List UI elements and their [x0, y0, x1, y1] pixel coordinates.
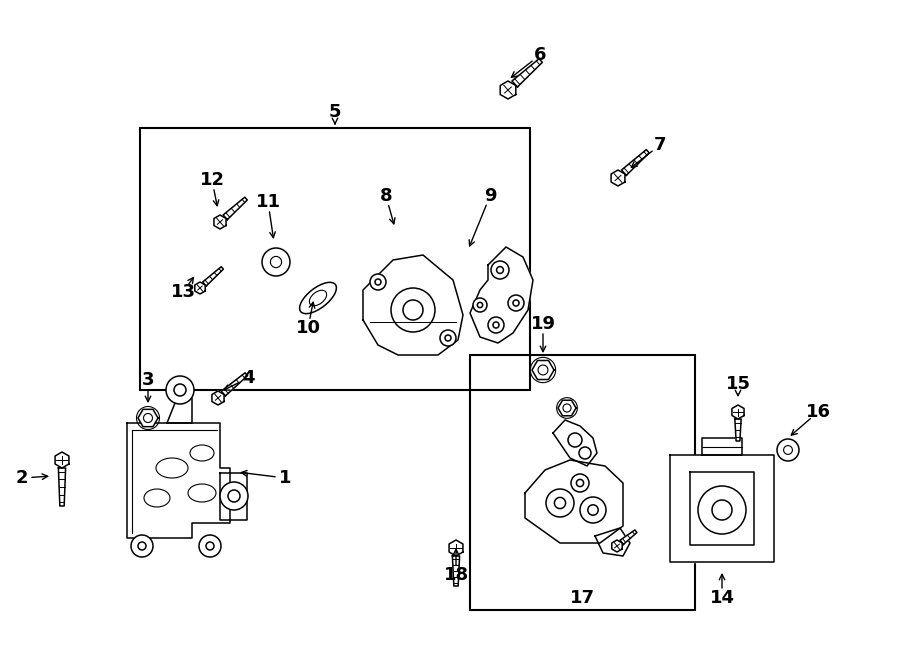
Text: 11: 11 — [256, 193, 281, 211]
Circle shape — [546, 489, 574, 517]
Text: 19: 19 — [530, 315, 555, 333]
Text: 5: 5 — [328, 103, 341, 121]
Polygon shape — [449, 540, 463, 556]
Text: 2: 2 — [16, 469, 28, 487]
Circle shape — [712, 500, 732, 520]
Polygon shape — [194, 282, 205, 294]
Circle shape — [488, 317, 504, 333]
Text: 7: 7 — [653, 136, 666, 154]
Circle shape — [491, 261, 509, 279]
Polygon shape — [470, 247, 533, 343]
Circle shape — [220, 482, 248, 510]
Circle shape — [698, 486, 746, 534]
Polygon shape — [221, 373, 248, 396]
Text: 16: 16 — [806, 403, 831, 421]
Text: 14: 14 — [709, 589, 734, 607]
Circle shape — [138, 542, 146, 550]
Text: 10: 10 — [295, 319, 320, 337]
Polygon shape — [553, 420, 597, 466]
Text: 15: 15 — [725, 375, 751, 393]
Text: 9: 9 — [484, 187, 496, 205]
Polygon shape — [202, 267, 223, 286]
Circle shape — [391, 288, 435, 332]
Circle shape — [568, 433, 582, 447]
Circle shape — [576, 479, 583, 487]
Polygon shape — [167, 398, 192, 423]
Circle shape — [513, 300, 519, 306]
Polygon shape — [512, 59, 543, 87]
Polygon shape — [58, 468, 66, 506]
Polygon shape — [622, 150, 649, 175]
Text: 12: 12 — [200, 171, 224, 189]
Polygon shape — [220, 473, 247, 520]
Circle shape — [174, 384, 186, 396]
Circle shape — [579, 447, 591, 459]
Circle shape — [477, 303, 482, 308]
Polygon shape — [670, 455, 774, 562]
Bar — [140, 128, 530, 390]
Polygon shape — [500, 81, 516, 99]
Circle shape — [440, 330, 456, 346]
Text: 3: 3 — [142, 371, 154, 389]
Polygon shape — [223, 197, 248, 220]
Polygon shape — [453, 556, 460, 586]
Polygon shape — [620, 530, 637, 544]
Polygon shape — [611, 170, 625, 186]
Text: 13: 13 — [170, 283, 195, 301]
Circle shape — [580, 497, 606, 523]
Polygon shape — [690, 472, 754, 545]
Polygon shape — [558, 401, 576, 416]
Circle shape — [473, 298, 487, 312]
Polygon shape — [55, 452, 69, 468]
Polygon shape — [525, 460, 623, 543]
Polygon shape — [214, 215, 226, 229]
Circle shape — [199, 535, 221, 557]
Text: 18: 18 — [444, 566, 469, 584]
Text: 6: 6 — [534, 46, 546, 64]
Circle shape — [370, 274, 386, 290]
Polygon shape — [127, 423, 230, 538]
Polygon shape — [532, 361, 554, 379]
Polygon shape — [212, 391, 224, 405]
Circle shape — [131, 535, 153, 557]
Bar — [470, 355, 695, 610]
Polygon shape — [595, 528, 630, 556]
Text: 17: 17 — [570, 589, 595, 607]
Polygon shape — [732, 405, 744, 419]
Polygon shape — [612, 540, 622, 552]
Circle shape — [228, 490, 240, 502]
Circle shape — [403, 300, 423, 320]
Circle shape — [571, 474, 589, 492]
Circle shape — [588, 505, 598, 515]
Text: 1: 1 — [279, 469, 292, 487]
Polygon shape — [734, 419, 742, 441]
Circle shape — [493, 322, 499, 328]
Circle shape — [206, 542, 214, 550]
Polygon shape — [138, 409, 158, 427]
Circle shape — [166, 376, 194, 404]
Polygon shape — [702, 438, 742, 455]
Circle shape — [508, 295, 524, 311]
Circle shape — [554, 497, 565, 508]
Text: 4: 4 — [242, 369, 254, 387]
Polygon shape — [363, 255, 463, 355]
Circle shape — [445, 335, 451, 341]
Circle shape — [497, 267, 503, 273]
Text: 8: 8 — [380, 187, 392, 205]
Circle shape — [375, 279, 381, 285]
